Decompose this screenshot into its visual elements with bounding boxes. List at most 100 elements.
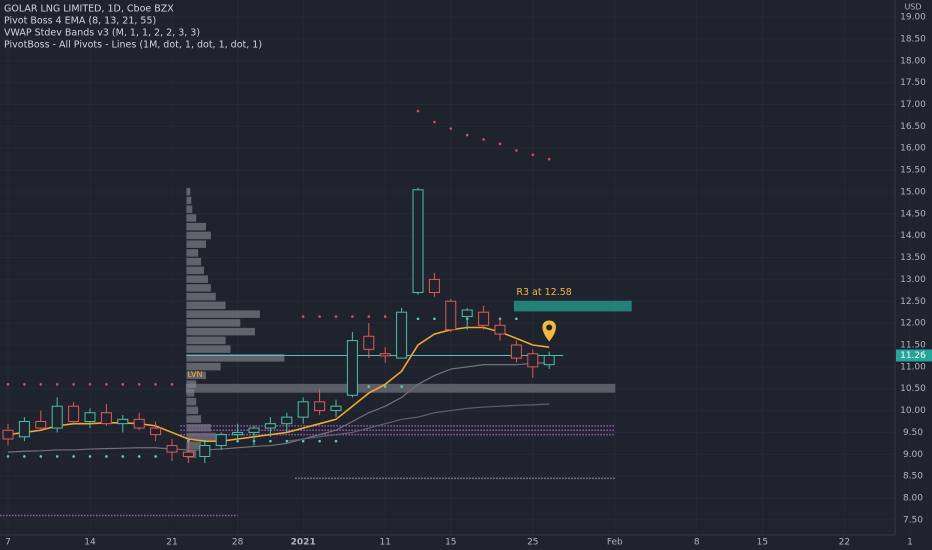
pivot-dot (531, 153, 535, 157)
pivot-dot (88, 455, 92, 458)
pivot-dot (105, 455, 108, 458)
volume-bar (186, 292, 216, 301)
candle-body (297, 401, 309, 418)
volume-bar (186, 336, 226, 345)
plot (0, 109, 632, 517)
candle-body (281, 416, 293, 425)
volume-bar (186, 205, 193, 213)
candle-body (100, 412, 112, 425)
volume-bar (186, 354, 285, 362)
pivot-dot (137, 383, 141, 386)
y-tick-label: 16.00 (900, 144, 926, 154)
candle-body (461, 309, 473, 318)
pivot-dot (137, 455, 141, 458)
pivot-dot (318, 439, 321, 443)
pivot-dot (433, 317, 436, 321)
y-tick-label: 11.50 (900, 340, 926, 350)
pivot-dot (170, 383, 174, 386)
y-tick-label: 9.00 (903, 450, 923, 460)
x-tick-label: 11 (379, 538, 390, 548)
volume-bar (186, 327, 255, 336)
pivot-dot (367, 315, 371, 318)
candle-body (330, 405, 342, 412)
volume-bar (186, 284, 211, 292)
volume-bar (186, 371, 206, 380)
x-tick-label: 15 (757, 538, 768, 548)
volume-bar (186, 257, 202, 266)
pivot-dot (433, 120, 436, 124)
candle-body (543, 354, 555, 366)
y-tick-label: 9.50 (903, 428, 923, 438)
candle-body (117, 418, 129, 425)
volume-bar (186, 196, 192, 205)
candle-body (494, 324, 506, 335)
pivot-dot (515, 149, 518, 152)
candle-body (445, 300, 457, 331)
zone (513, 300, 632, 312)
indicator-legend: VWAP Stdev Bands v3 (M, 1, 1, 2, 2, 3, 3… (4, 28, 200, 39)
y-tick-label: 10.50 (900, 384, 926, 394)
candle-body (379, 353, 391, 357)
candle-body (150, 427, 162, 436)
y-tick-label: 19.00 (900, 13, 926, 23)
price-label: 11.26 (900, 351, 926, 361)
alert-pin (542, 320, 556, 342)
candle-body (478, 311, 490, 326)
pivot-dot (154, 383, 157, 386)
volume-bar (186, 406, 199, 415)
x-tick-label: 28 (232, 538, 244, 548)
volume-bar (186, 231, 211, 240)
candle-body (133, 418, 145, 429)
y-tick-label: 7.50 (903, 515, 923, 525)
pivot-dot (39, 383, 43, 386)
volume-bar (186, 240, 206, 248)
y-tick-label: 12.00 (900, 319, 926, 329)
pivot-dot (482, 138, 485, 141)
x-tick-label: 1 (907, 538, 913, 548)
candle-body (232, 431, 244, 436)
pivot-dot (285, 439, 289, 443)
pivot-dot (23, 455, 26, 458)
candle-body (68, 405, 80, 423)
volume-bar (186, 441, 202, 450)
pivot-dot (55, 455, 59, 458)
candle-body (363, 335, 375, 350)
pivot-dot (6, 455, 10, 458)
x-tick-label: 21 (166, 538, 177, 548)
volume-bar (186, 424, 211, 432)
candle-body (396, 311, 408, 359)
candle-body (182, 451, 194, 457)
indicator-legend: PivotBoss - All Pivots - Lines (1M, dot,… (4, 40, 262, 51)
volume-bar (186, 214, 197, 222)
y-tick-label: 14.50 (900, 209, 926, 219)
indicator-legend: Pivot Boss 4 EMA (8, 13, 21, 55) (4, 16, 156, 27)
pivot-dot (121, 455, 125, 458)
candle-body (510, 344, 522, 359)
y-tick-label: 17.00 (900, 100, 926, 110)
pivot-dot (367, 385, 371, 388)
y-tick-label: 15.50 (900, 166, 926, 176)
pivot-dot (301, 439, 305, 443)
candle-body (314, 401, 326, 412)
pivot-dot (55, 383, 59, 386)
volume-bar (186, 415, 202, 423)
candle-body (35, 421, 47, 429)
x-tick-label: 2021 (291, 538, 316, 548)
x-tick-label: 25 (527, 538, 538, 548)
alert-pin-dot (546, 324, 553, 331)
candle-body (2, 429, 14, 440)
y-tick-label: 14.00 (900, 231, 926, 241)
pivot-dot (6, 383, 10, 386)
candle-body (412, 189, 424, 294)
pivot-dot (72, 455, 75, 458)
volume-bar (186, 222, 206, 231)
indicator-line (7, 326, 550, 442)
candle-body (527, 353, 539, 368)
volume-bar (186, 249, 199, 257)
volume-bar (186, 389, 195, 397)
candle-body (199, 445, 211, 457)
candle-body (84, 412, 96, 423)
